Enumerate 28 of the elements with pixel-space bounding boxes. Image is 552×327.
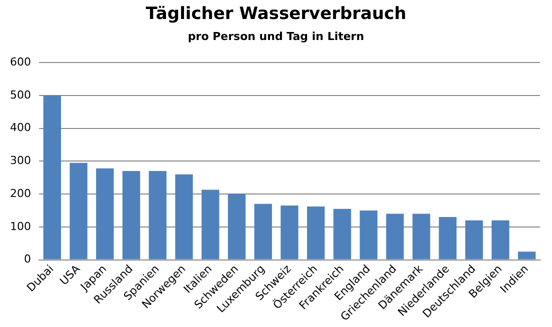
bar <box>122 171 140 260</box>
y-tick-label: 400 <box>10 121 31 134</box>
bar <box>386 214 404 260</box>
y-tick-label: 600 <box>10 55 31 68</box>
bar <box>254 204 272 260</box>
bar <box>202 190 220 260</box>
y-tick-label: 0 <box>24 252 31 266</box>
bar <box>175 174 193 260</box>
y-tick-label: 100 <box>10 220 31 233</box>
chart-title: Täglicher Wasserverbrauch <box>144 4 408 24</box>
bar <box>307 206 325 260</box>
chart-subtitle: pro Person und Tag in Litern <box>186 30 366 43</box>
bar <box>518 252 536 260</box>
y-tick-label: 300 <box>10 154 31 168</box>
bar <box>465 220 483 260</box>
bar <box>148 171 166 260</box>
bar <box>412 214 430 260</box>
y-tick-label: 200 <box>10 186 31 200</box>
bar <box>96 168 114 260</box>
bar <box>333 208 352 260</box>
bar <box>360 210 378 260</box>
bar <box>280 206 298 260</box>
bar <box>70 162 88 260</box>
y-tick-label: 500 <box>10 88 31 102</box>
bar <box>492 220 510 260</box>
bar <box>43 95 62 260</box>
bar <box>438 217 457 260</box>
bar <box>228 194 246 260</box>
